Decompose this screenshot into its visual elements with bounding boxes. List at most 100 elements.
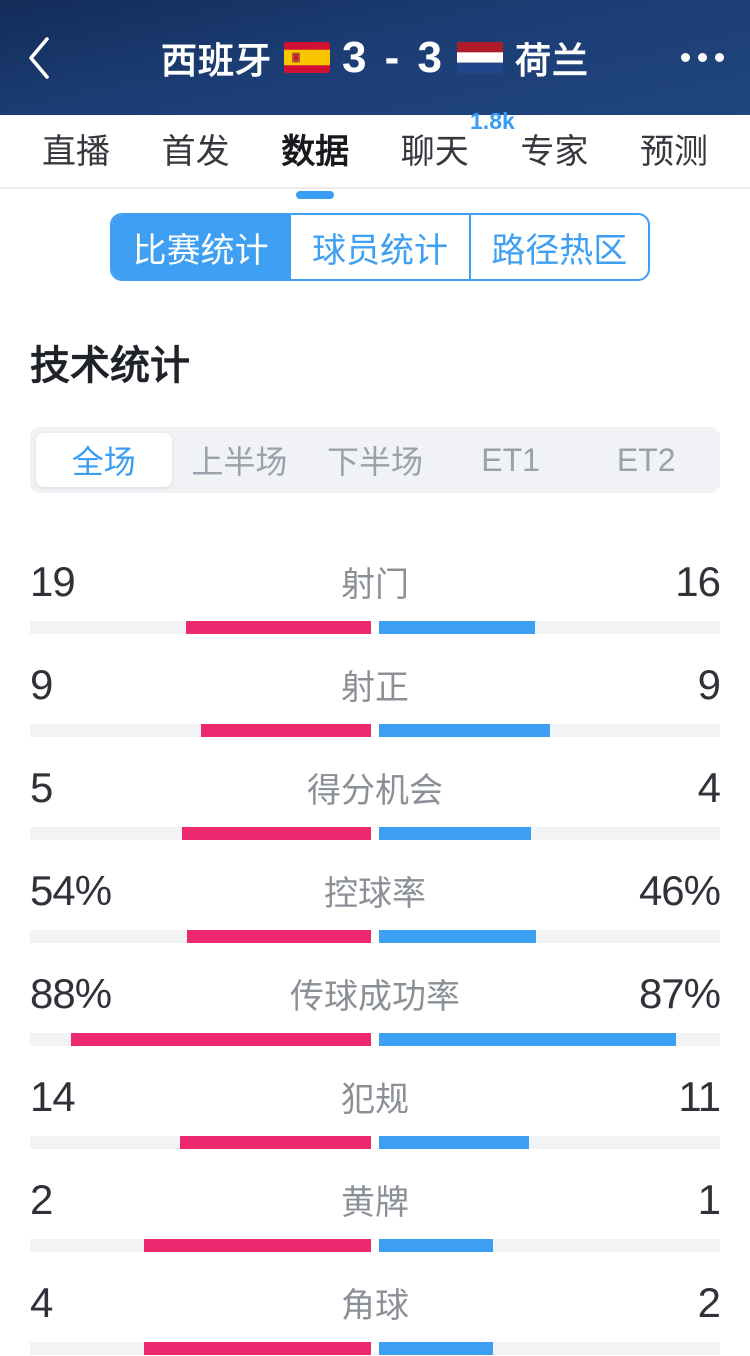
segment-path-heatmap[interactable]: 路径热区	[468, 215, 648, 279]
away-bar-fill	[379, 1033, 676, 1046]
home-team-name: 西班牙	[160, 39, 272, 81]
away-value: 16	[675, 558, 721, 605]
period-tab-full-match[interactable]: 全场	[36, 433, 172, 487]
stat-bar-track	[30, 724, 720, 737]
away-value: 1	[697, 1176, 721, 1223]
score: 3 - 3	[341, 32, 446, 82]
nav-tab-live[interactable]: 直播	[40, 118, 112, 179]
away-bar-fill	[379, 1136, 530, 1149]
away-value: 11	[678, 1073, 721, 1120]
away-bar-track	[379, 1342, 720, 1355]
stat-row-shots: 19 射门 16	[30, 557, 721, 634]
stats-segmented-control: 比赛统计 球员统计 路径热区	[110, 213, 650, 281]
stat-row-pass-success: 88% 传球成功率 87%	[30, 969, 721, 1046]
home-bar-fill	[180, 1136, 371, 1149]
stat-values-line: 14 犯规 11	[30, 1072, 721, 1120]
stat-label: 控球率	[324, 875, 426, 913]
home-bar-fill	[186, 930, 371, 943]
match-title: 西班牙 3 - 3 荷兰	[86, 32, 664, 84]
stat-bar-track	[30, 1239, 720, 1252]
away-bar-fill	[379, 621, 535, 634]
nav-tab-label: 数据	[281, 132, 350, 171]
back-button[interactable]	[26, 35, 86, 81]
section-title: 技术统计	[30, 344, 190, 388]
home-value: 88%	[30, 970, 112, 1017]
period-tab-first-half[interactable]: 上半场	[191, 444, 288, 480]
nav-tab-lineup[interactable]: 首发	[160, 118, 232, 179]
stat-row-shots-on-target: 9 射正 9	[30, 660, 721, 737]
stat-label: 传球成功率	[290, 978, 460, 1016]
stat-label: 射门	[341, 566, 409, 604]
away-bar-track	[379, 827, 720, 840]
away-bar-fill	[379, 1342, 493, 1355]
away-bar-track	[379, 724, 720, 737]
home-bar-track	[30, 1136, 371, 1149]
home-value: 4	[30, 1279, 53, 1326]
stat-label: 犯规	[341, 1081, 409, 1119]
stat-values-line: 5 得分机会 4	[30, 763, 721, 811]
stat-bar-track	[30, 621, 720, 634]
segment-player-stats[interactable]: 球员统计	[289, 215, 468, 279]
nav-tab-label: 直播	[42, 132, 110, 171]
stat-bar-track	[30, 930, 720, 943]
period-tabs: 全场 上半场 下半场 ET1 ET2	[30, 427, 720, 493]
nav-tab-label: 专家	[520, 132, 589, 171]
ellipsis-icon	[698, 53, 707, 62]
stats-list: 19 射门 16 9 射正 9 5 得分机会 4 54% 控球率 46% 88% 传球成功率 87% 14 犯规…	[0, 557, 750, 1355]
netherlands-flag-icon	[457, 42, 504, 73]
stat-bar-track	[30, 1136, 720, 1149]
home-bar-fill	[200, 724, 371, 737]
away-bar-track	[379, 930, 720, 943]
away-value: 9	[697, 661, 721, 708]
home-value: 5	[30, 764, 53, 811]
away-bar-track	[379, 1033, 720, 1046]
away-bar-fill	[379, 930, 536, 943]
stat-values-line: 9 射正 9	[30, 660, 721, 708]
nav-tab-label: 聊天	[400, 132, 469, 171]
home-bar-fill	[143, 1342, 371, 1355]
period-tab-et2[interactable]: ET2	[616, 441, 676, 478]
home-bar-track	[30, 827, 371, 840]
ellipsis-icon	[715, 53, 724, 62]
away-bar-fill	[379, 724, 550, 737]
home-bar-track	[30, 930, 371, 943]
away-team-name: 荷兰	[515, 39, 590, 81]
chevron-left-icon	[29, 36, 49, 79]
stat-values-line: 54% 控球率 46%	[30, 866, 721, 914]
segment-match-stats[interactable]: 比赛统计	[112, 215, 290, 279]
period-tab-second-half[interactable]: 下半场	[326, 444, 423, 480]
chat-count-badge: 1.8k	[470, 107, 515, 134]
stat-label: 射正	[341, 669, 409, 707]
home-value: 2	[30, 1176, 53, 1223]
away-bar-fill	[379, 1239, 493, 1252]
home-bar-fill	[143, 1239, 371, 1252]
nav-tab-chat[interactable]: 聊天 1.8k	[399, 108, 515, 179]
stat-values-line: 4 角球 2	[30, 1278, 721, 1326]
home-bar-fill	[181, 827, 371, 840]
home-bar-track	[30, 1033, 371, 1046]
away-bar-track	[379, 1239, 720, 1252]
away-bar-track	[379, 1136, 720, 1149]
stat-row-corners: 4 角球 2	[30, 1278, 721, 1355]
active-tab-underline-indicator	[296, 190, 335, 199]
nav-tab-prediction[interactable]: 预测	[638, 118, 710, 179]
period-tab-et1[interactable]: ET1	[481, 441, 540, 478]
more-button[interactable]	[664, 53, 724, 62]
nav-tab-label: 首发	[161, 132, 230, 171]
home-value: 14	[30, 1073, 76, 1120]
away-bar-track	[379, 621, 720, 634]
stat-bar-track	[30, 1342, 720, 1355]
stat-bar-track	[30, 1033, 720, 1046]
nav-tab-expert[interactable]: 专家	[518, 118, 590, 179]
stat-row-big-chances: 5 得分机会 4	[30, 763, 721, 840]
spain-flag-icon	[283, 42, 330, 73]
stat-row-possession: 54% 控球率 46%	[30, 866, 721, 943]
home-bar-track	[30, 1342, 371, 1355]
stat-bar-track	[30, 827, 720, 840]
home-bar-fill	[70, 1033, 371, 1046]
ellipsis-icon	[681, 53, 690, 62]
nav-tab-data[interactable]: 数据	[279, 118, 351, 199]
stat-label: 黄牌	[341, 1184, 409, 1222]
home-value: 54%	[30, 867, 112, 914]
